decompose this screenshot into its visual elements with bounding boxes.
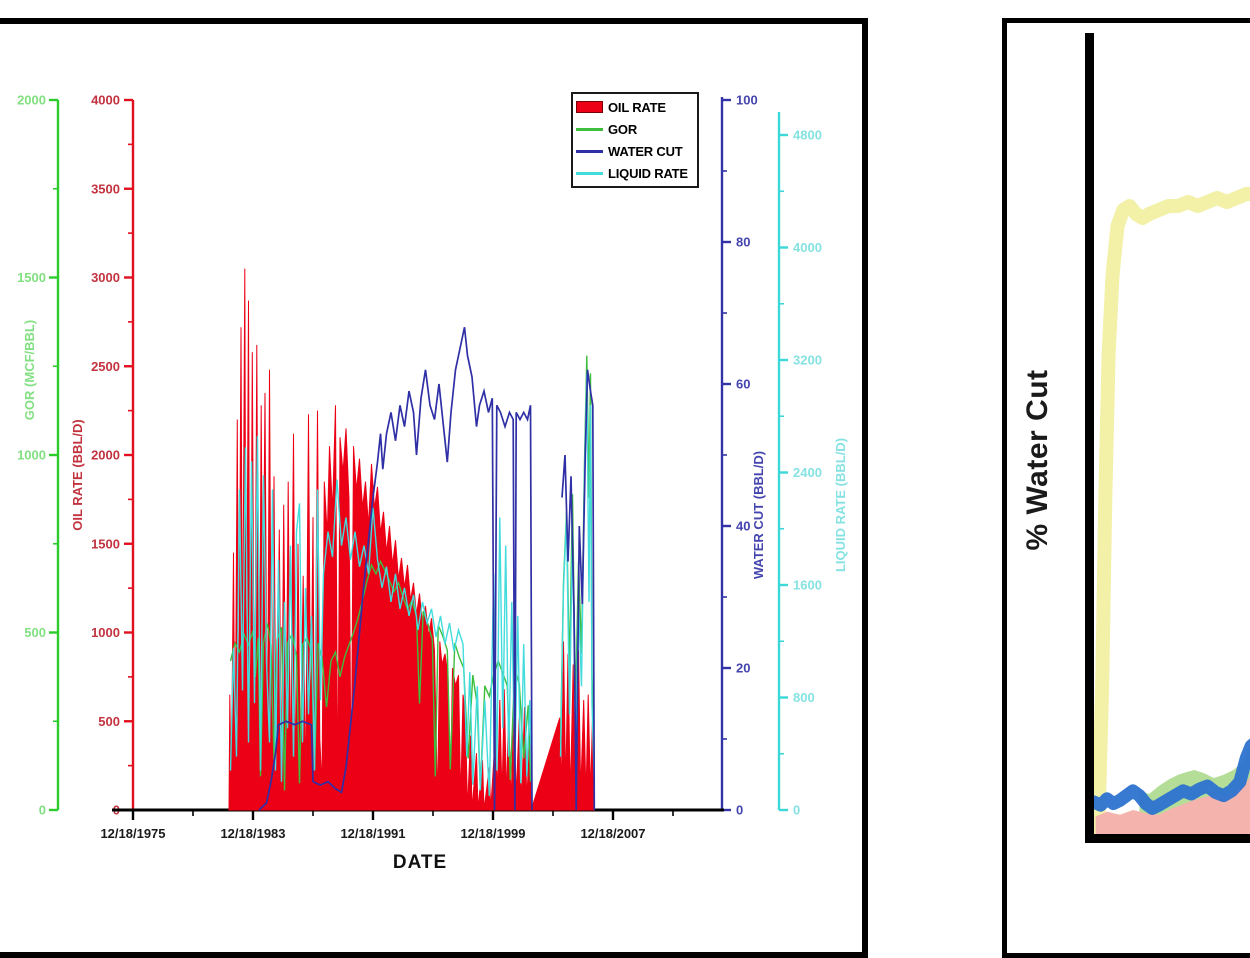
- x-axis-title: DATE: [392, 852, 448, 873]
- svg-text:1000: 1000: [91, 625, 120, 640]
- svg-text:1500: 1500: [91, 536, 120, 551]
- svg-text:3500: 3500: [91, 181, 120, 196]
- axis-wc: 0 20 40 60 80 100 WATER CUT (BBL/D): [720, 93, 766, 818]
- x-axis: 12/18/1975 12/18/1983 12/18/1991 12/18/1999…: [100, 808, 724, 841]
- axis-oil: 05001000150020002500300035004000OIL RATE…: [70, 93, 135, 818]
- water-cut-swatch-icon: [576, 149, 603, 153]
- svg-text:3000: 3000: [91, 270, 120, 285]
- svg-text:1600: 1600: [793, 578, 822, 593]
- svg-text:WATER CUT (BBL/D): WATER CUT (BBL/D): [751, 451, 766, 579]
- svg-text:80: 80: [736, 235, 750, 250]
- legend-item-liquid-rate: LIQUID RATE: [576, 162, 694, 184]
- svg-text:40: 40: [736, 519, 750, 534]
- svg-text:12/18/2007: 12/18/2007: [580, 826, 645, 841]
- legend-label: LIQUID RATE: [608, 165, 688, 181]
- right-pink-band: [1095, 777, 1250, 834]
- svg-text:3200: 3200: [793, 353, 822, 368]
- right-blue-trend: [1087, 738, 1250, 815]
- svg-text:500: 500: [24, 625, 46, 640]
- svg-text:4000: 4000: [91, 93, 120, 108]
- svg-text:12/18/1975: 12/18/1975: [100, 826, 165, 841]
- legend-item-gor: GOR: [576, 118, 694, 140]
- svg-text:12/18/1999: 12/18/1999: [460, 826, 525, 841]
- svg-text:0: 0: [793, 803, 800, 818]
- svg-text:20: 20: [736, 661, 750, 676]
- axis-gor: 0 500 1000 1500 2000 GOR (MCF/BBL): [17, 93, 60, 818]
- svg-text:4800: 4800: [793, 128, 822, 143]
- legend-label: OIL RATE: [608, 99, 666, 115]
- svg-text:12/18/1991: 12/18/1991: [340, 826, 405, 841]
- legend-label: GOR: [608, 121, 638, 137]
- axis-liq: 0 800 1600 2400 3200 4000 4800 LIQUID RATE (BBL…: [777, 112, 848, 818]
- svg-text:OIL RATE (BBL/D): OIL RATE (BBL/D): [70, 419, 85, 530]
- legend: OIL RATE GOR WATER CUT LIQUID RATE: [571, 92, 699, 188]
- legend-label: WATER CUT: [608, 143, 683, 159]
- svg-text:2400: 2400: [793, 465, 822, 480]
- series-water-cut: [258, 327, 596, 811]
- oil-rate-swatch-icon: [576, 101, 603, 113]
- svg-text:4000: 4000: [793, 240, 822, 255]
- right-water-cut-trend-yellow: [1091, 187, 1250, 841]
- svg-text:12/18/1983: 12/18/1983: [220, 826, 285, 841]
- svg-text:60: 60: [736, 377, 750, 392]
- svg-text:100: 100: [736, 93, 758, 108]
- svg-text:0: 0: [736, 803, 743, 818]
- legend-item-water-cut: WATER CUT: [576, 140, 694, 162]
- svg-text:1500: 1500: [17, 270, 46, 285]
- svg-text:2000: 2000: [91, 448, 120, 463]
- svg-text:500: 500: [98, 714, 120, 729]
- svg-text:800: 800: [793, 690, 815, 705]
- right-chart-frame: [1085, 33, 1250, 843]
- svg-text:LIQUID RATE (BBL/D): LIQUID RATE (BBL/D): [833, 438, 848, 572]
- svg-text:1000: 1000: [17, 448, 46, 463]
- right-chart-y-axis-title: % Water Cut: [1021, 369, 1054, 551]
- gor-swatch-icon: [576, 127, 603, 131]
- legend-item-oil-rate: OIL RATE: [576, 96, 694, 118]
- svg-text:2500: 2500: [91, 359, 120, 374]
- svg-text:2000: 2000: [17, 93, 46, 108]
- svg-text:GOR (MCF/BBL): GOR (MCF/BBL): [22, 320, 37, 420]
- svg-text:0: 0: [39, 803, 46, 818]
- liquid-rate-swatch-icon: [576, 171, 603, 175]
